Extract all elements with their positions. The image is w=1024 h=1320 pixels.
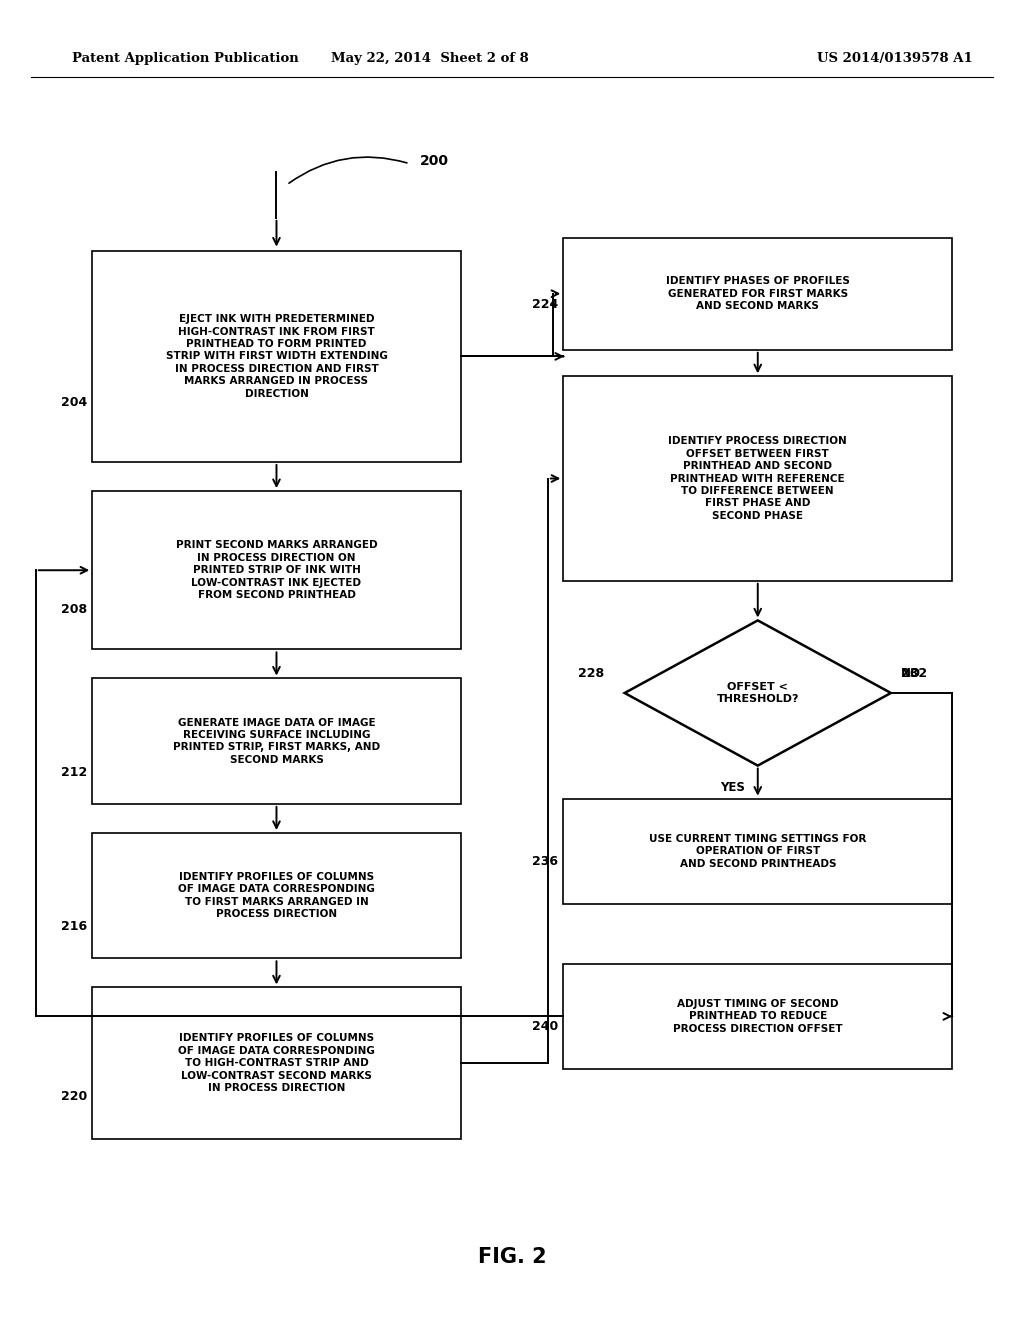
FancyBboxPatch shape	[92, 251, 461, 462]
FancyBboxPatch shape	[563, 376, 952, 581]
Polygon shape	[625, 620, 891, 766]
Text: IDENTIFY PROFILES OF COLUMNS
OF IMAGE DATA CORRESPONDING
TO HIGH-CONTRAST STRIP : IDENTIFY PROFILES OF COLUMNS OF IMAGE DA…	[178, 1034, 375, 1093]
Text: 232: 232	[901, 667, 928, 680]
Text: IDENTIFY PROFILES OF COLUMNS
OF IMAGE DATA CORRESPONDING
TO FIRST MARKS ARRANGED: IDENTIFY PROFILES OF COLUMNS OF IMAGE DA…	[178, 873, 375, 919]
Text: ADJUST TIMING OF SECOND
PRINTHEAD TO REDUCE
PROCESS DIRECTION OFFSET: ADJUST TIMING OF SECOND PRINTHEAD TO RED…	[673, 999, 843, 1034]
FancyBboxPatch shape	[563, 964, 952, 1069]
Text: 216: 216	[60, 920, 87, 933]
Text: US 2014/0139578 A1: US 2014/0139578 A1	[817, 51, 973, 65]
FancyBboxPatch shape	[92, 987, 461, 1139]
Text: 212: 212	[60, 766, 87, 779]
FancyBboxPatch shape	[563, 238, 952, 350]
FancyBboxPatch shape	[563, 799, 952, 904]
Text: 228: 228	[578, 667, 604, 680]
FancyBboxPatch shape	[92, 491, 461, 649]
Text: GENERATE IMAGE DATA OF IMAGE
RECEIVING SURFACE INCLUDING
PRINTED STRIP, FIRST MA: GENERATE IMAGE DATA OF IMAGE RECEIVING S…	[173, 718, 380, 764]
Text: 204: 204	[60, 396, 87, 409]
Text: YES: YES	[720, 781, 744, 795]
Text: USE CURRENT TIMING SETTINGS FOR
OPERATION OF FIRST
AND SECOND PRINTHEADS: USE CURRENT TIMING SETTINGS FOR OPERATIO…	[649, 834, 866, 869]
Text: May 22, 2014  Sheet 2 of 8: May 22, 2014 Sheet 2 of 8	[331, 51, 529, 65]
FancyBboxPatch shape	[92, 833, 461, 958]
Text: OFFSET <
THRESHOLD?: OFFSET < THRESHOLD?	[717, 682, 799, 704]
Text: NO: NO	[901, 667, 922, 680]
Text: FIG. 2: FIG. 2	[477, 1246, 547, 1267]
Text: 240: 240	[531, 1020, 558, 1034]
Text: 200: 200	[420, 154, 449, 168]
Text: Patent Application Publication: Patent Application Publication	[72, 51, 298, 65]
Text: IDENTIFY PROCESS DIRECTION
OFFSET BETWEEN FIRST
PRINTHEAD AND SECOND
PRINTHEAD W: IDENTIFY PROCESS DIRECTION OFFSET BETWEE…	[669, 437, 847, 520]
Text: 220: 220	[60, 1090, 87, 1104]
Text: 236: 236	[532, 855, 558, 869]
Text: 208: 208	[60, 603, 87, 616]
Text: EJECT INK WITH PREDETERMINED
HIGH-CONTRAST INK FROM FIRST
PRINTHEAD TO FORM PRIN: EJECT INK WITH PREDETERMINED HIGH-CONTRA…	[166, 314, 387, 399]
Text: 224: 224	[531, 298, 558, 312]
Text: PRINT SECOND MARKS ARRANGED
IN PROCESS DIRECTION ON
PRINTED STRIP OF INK WITH
LO: PRINT SECOND MARKS ARRANGED IN PROCESS D…	[176, 540, 377, 601]
Text: IDENTIFY PHASES OF PROFILES
GENERATED FOR FIRST MARKS
AND SECOND MARKS: IDENTIFY PHASES OF PROFILES GENERATED FO…	[666, 276, 850, 312]
FancyBboxPatch shape	[92, 678, 461, 804]
